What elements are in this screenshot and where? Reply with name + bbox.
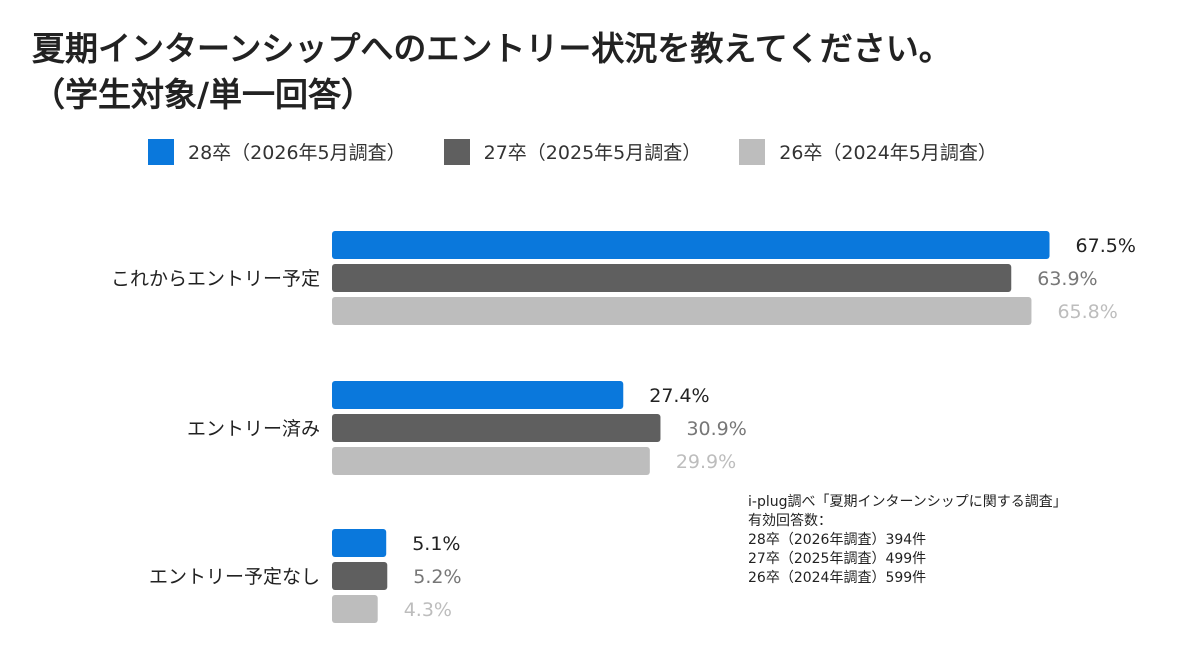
- legend-item-27: 27卒（2025年5月調査）: [443, 138, 702, 165]
- category-label: エントリー済み: [187, 418, 320, 440]
- data-label-26-1: 29.9%: [676, 451, 736, 473]
- legend-label-27: 27卒（2025年5月調査）: [483, 142, 702, 164]
- chart-title-line-2: （学生対象/単一回答）: [32, 75, 375, 114]
- legend-item-28: 28卒（2026年5月調査）: [148, 138, 406, 165]
- source-note: i-plug調べ「夏期インターンシップに関する調査」 有効回答数： 28卒（20…: [748, 493, 1067, 588]
- legend-label-28: 28卒（2026年5月調査）: [188, 142, 406, 164]
- bar-28-2: [332, 529, 387, 557]
- bar-26-1: [332, 447, 650, 475]
- category-label: エントリー予定なし: [149, 566, 320, 588]
- bar-28-1: [332, 381, 624, 409]
- legend-item-26: 26卒（2024年5月調査）: [739, 138, 997, 165]
- chart-title-line-1: 夏期インターンシップへのエントリー状況を教えてください。: [32, 29, 952, 68]
- chart-title: 夏期インターンシップへのエントリー状況を教えてください。 （学生対象/単一回答）: [32, 26, 952, 118]
- data-label-26-2: 4.3%: [404, 599, 452, 621]
- data-label-28-1: 27.4%: [649, 385, 709, 407]
- source-note-line-5: 26卒（2024年調査）599件: [748, 570, 927, 586]
- bar-27-2: [332, 562, 388, 590]
- bar-27-1: [332, 414, 661, 442]
- data-label-27-0: 63.9%: [1037, 268, 1097, 290]
- data-label-27-2: 5.2%: [413, 566, 461, 588]
- legend-swatch-28: [148, 138, 174, 165]
- data-label-28-0: 67.5%: [1076, 235, 1136, 257]
- legend-label-26: 26卒（2024年5月調査）: [779, 142, 997, 164]
- bar-28-0: [332, 231, 1050, 259]
- data-label-26-0: 65.8%: [1057, 301, 1117, 323]
- category-label: これからエントリー予定: [111, 268, 320, 290]
- source-note-line-3: 28卒（2026年調査）394件: [748, 532, 927, 548]
- source-note-line-4: 27卒（2025年調査）499件: [748, 551, 927, 567]
- bar-26-2: [332, 595, 378, 623]
- data-label-28-2: 5.1%: [412, 533, 460, 555]
- bar-27-0: [332, 264, 1012, 292]
- source-note-line-2: 有効回答数：: [748, 513, 832, 529]
- legend: 28卒（2026年5月調査） 27卒（2025年5月調査） 26卒（2024年5…: [148, 138, 1035, 165]
- source-note-line-1: i-plug調べ「夏期インターンシップに関する調査」: [748, 494, 1067, 510]
- data-label-27-1: 30.9%: [686, 418, 746, 440]
- legend-swatch-26: [739, 138, 766, 165]
- legend-swatch-27: [443, 138, 470, 165]
- bar-26-0: [332, 297, 1032, 325]
